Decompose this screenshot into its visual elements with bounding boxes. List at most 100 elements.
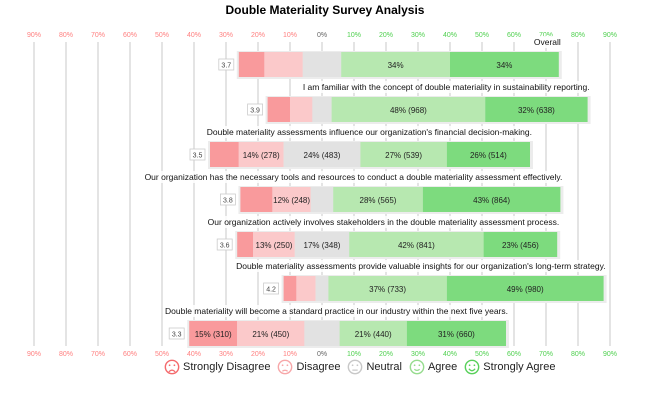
question-label: Double materiality will become a standar… — [165, 306, 508, 316]
bar-segment-neutral — [294, 232, 350, 257]
bar-segment-strongly-agree — [483, 232, 558, 257]
bar-segment-neutral — [315, 276, 329, 301]
tick-label-top: 20% — [251, 32, 265, 39]
legend-label: Agree — [427, 361, 458, 373]
tick-label-bottom: 0% — [317, 351, 327, 358]
very-sad-face-icon — [164, 359, 180, 375]
data-label: 15% (310) — [195, 330, 232, 339]
tick-label-top: 90% — [27, 32, 41, 39]
tick-label-top: 60% — [507, 32, 521, 39]
legend-label: Strongly Disagree — [183, 361, 271, 373]
legend-item: Agree — [409, 359, 457, 375]
data-label: 21% (450) — [252, 330, 289, 339]
bar-segment-strongly-agree — [446, 276, 604, 301]
tick-label-bottom: 10% — [347, 351, 361, 358]
bar-segment-agree — [333, 187, 423, 212]
question-label: Double materiality assessments provide v… — [236, 261, 606, 271]
bar-segment-strongly-agree — [406, 321, 506, 346]
question-label: Double materiality assessments influence… — [207, 127, 532, 137]
tick-label-top: 40% — [187, 32, 201, 39]
tick-label-bottom: 80% — [59, 351, 73, 358]
data-label: 28% (565) — [360, 196, 397, 205]
tick-label-bottom: 60% — [507, 351, 521, 358]
mean-value: 4.2 — [266, 287, 276, 294]
happy-face-icon — [409, 359, 425, 375]
bar-segment-strongly-agree — [446, 142, 530, 167]
bar-segment-disagree — [290, 97, 313, 122]
legend-item: Strongly Disagree — [164, 359, 270, 375]
mean-box — [263, 282, 280, 295]
data-label: 24% (483) — [304, 151, 341, 160]
tick-label-top: 30% — [219, 32, 233, 39]
tick-label-bottom: 20% — [251, 351, 265, 358]
mean-value: 3.6 — [220, 243, 230, 250]
mean-box — [216, 238, 233, 251]
tick-label-bottom: 40% — [443, 351, 457, 358]
question-label: Our organization has the necessary tools… — [145, 172, 563, 182]
data-label: 27% (539) — [385, 151, 422, 160]
question-label-bg — [531, 36, 563, 48]
question-label: I am familiar with the concept of double… — [303, 82, 590, 92]
question-label-bg — [204, 126, 534, 138]
data-label: 17% (348) — [304, 241, 341, 250]
chart-title: Double Materiality Survey Analysis — [226, 3, 425, 17]
data-label: 48% (968) — [390, 106, 427, 115]
tick-label-bottom: 50% — [475, 351, 489, 358]
tick-label-bottom: 90% — [603, 351, 617, 358]
data-label: 37% (733) — [369, 285, 406, 294]
data-label: 49% (980) — [507, 285, 544, 294]
question-label-bg — [234, 260, 608, 272]
bar-segment-disagree — [237, 321, 305, 346]
tick-label-top: 70% — [91, 32, 105, 39]
tick-label-top: 40% — [443, 32, 457, 39]
tick-label-top: 70% — [539, 32, 553, 39]
bar-segment-agree — [328, 276, 447, 301]
tick-label-top: 50% — [155, 32, 169, 39]
mean-value: 3.5 — [193, 153, 203, 160]
tick-label-bottom: 20% — [379, 351, 393, 358]
bar-segment-neutral — [283, 142, 361, 167]
bar-segment-strongly-disagree — [189, 321, 238, 346]
data-label: 21% (440) — [355, 330, 392, 339]
question-label-bg — [205, 216, 562, 228]
question-label: Overall — [534, 37, 561, 47]
tick-label-top: 10% — [283, 32, 297, 39]
data-label: 13% (250) — [256, 241, 293, 250]
neutral-face-icon — [348, 359, 363, 375]
data-label: 31% (660) — [438, 330, 475, 339]
bar-segment-disagree — [296, 276, 316, 301]
data-label: 34% — [388, 61, 404, 70]
tick-label-bottom: 90% — [27, 351, 41, 358]
bar-segment-strongly-agree — [422, 187, 561, 212]
mean-box — [247, 103, 264, 116]
bar-segment-agree — [349, 232, 484, 257]
legend-item: Neutral — [347, 359, 402, 375]
mean-box — [189, 148, 206, 161]
tick-label-bottom: 50% — [155, 351, 169, 358]
mean-box — [219, 193, 236, 206]
mean-box — [168, 327, 185, 340]
data-label: 14% (278) — [243, 151, 280, 160]
bar-segment-strongly-disagree — [283, 276, 297, 301]
data-label: 23% (456) — [502, 241, 539, 250]
tick-label-bottom: 70% — [539, 351, 553, 358]
data-label: 43% (864) — [473, 196, 510, 205]
data-label: 12% (248) — [273, 196, 310, 205]
bar-segment-strongly-disagree — [237, 232, 254, 257]
tick-label-top: 80% — [571, 32, 585, 39]
very-happy-face-icon — [464, 359, 480, 375]
bar-segment-strongly-disagree — [210, 142, 239, 167]
tick-label-bottom: 30% — [219, 351, 233, 358]
tick-label-top: 90% — [603, 32, 617, 39]
bar-segment-disagree — [272, 187, 311, 212]
bar-segment-agree — [339, 321, 407, 346]
bar-segment-strongly-agree — [450, 52, 559, 77]
mean-box — [218, 58, 235, 71]
bar-segment-strongly-disagree — [238, 52, 265, 77]
bar-segment-strongly-disagree — [240, 187, 273, 212]
bar-segment-disagree — [253, 232, 295, 257]
data-label: 32% (638) — [518, 106, 555, 115]
tick-label-top: 0% — [317, 32, 327, 39]
tick-label-top: 60% — [123, 32, 137, 39]
tick-label-bottom: 60% — [123, 351, 137, 358]
